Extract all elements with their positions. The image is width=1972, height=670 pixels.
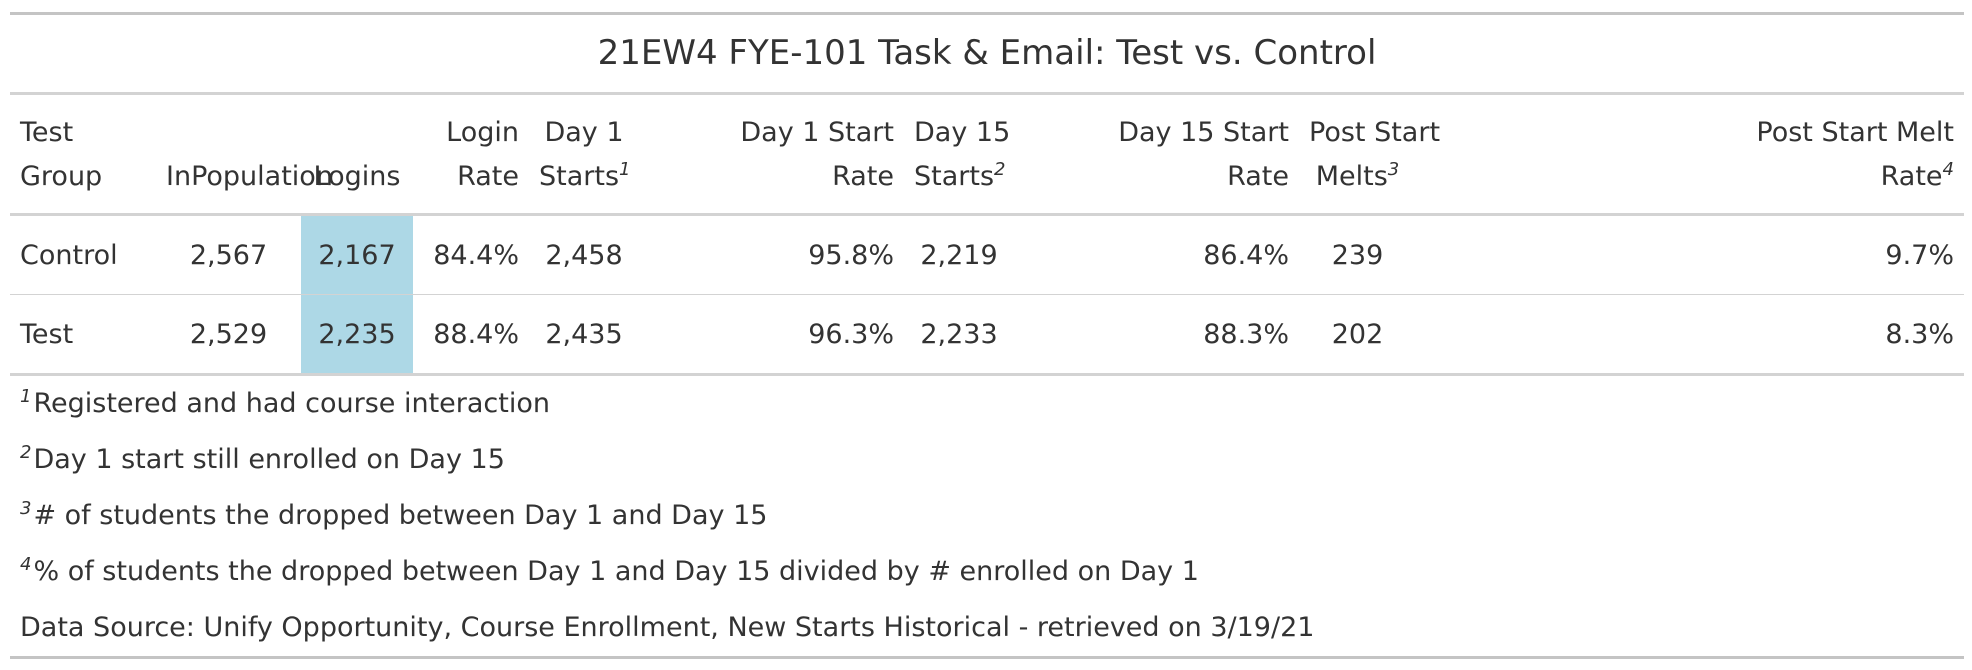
footnotes: 1Registered and had course interaction 2…	[10, 376, 1964, 656]
cell-day15-starts: 2,219	[904, 216, 1014, 295]
col-header-day1-starts: Day 1 Starts1	[539, 117, 631, 192]
cell-day1-start-rate: 95.8%	[639, 216, 904, 295]
col-header-post-start-melts: Post Start Melts3	[1309, 117, 1441, 192]
footnote-1: 1Registered and had course interaction	[20, 386, 550, 420]
col-header-day1-start-rate: Day 1 Start Rate	[740, 117, 894, 192]
cell-group: Control	[10, 216, 156, 295]
cell-login-rate: 88.4%	[433, 318, 519, 350]
cell-logins: 2,167	[301, 216, 413, 295]
col-header-day15-start-rate: Day 15 Start Rate	[1118, 117, 1289, 192]
cell-post-start-melts: 239	[1299, 216, 1416, 295]
footnote-mark: 1	[619, 159, 631, 180]
cell-login-rate: 84.4%	[413, 216, 529, 295]
table-row-test: Test 2,529 2,235 88.4% 2,435 96.3% 2,233…	[10, 294, 1964, 373]
footnote-2: 2Day 1 start still enrolled on Day 15	[20, 442, 505, 476]
table-title: 21EW4 FYE-101 Task & Email: Test vs. Con…	[597, 33, 1377, 73]
col-header-post-start-melt-rate: Post Start Melt Rate4	[1756, 117, 1954, 192]
footnote-3: 3# of students the dropped between Day 1…	[20, 498, 768, 532]
col-header-in-population: InPopulation	[166, 161, 333, 192]
col-header-test-group: Test Group	[20, 117, 103, 192]
data-table-body: Control 2,567 2,167 84.4% 2,458 95.8% 2,…	[10, 216, 1964, 373]
footnote-mark: 2	[994, 159, 1006, 180]
top-border	[10, 12, 1964, 15]
cell-group: Test	[20, 318, 74, 350]
footnote-mark: 3	[1387, 159, 1400, 180]
header-divider	[10, 213, 1964, 216]
footnote-mark: 4	[1942, 159, 1954, 180]
cell-post-start-melt-rate: 8.3%	[1885, 318, 1954, 350]
footnote-4: 4% of students the dropped between Day 1…	[20, 554, 1199, 588]
cell-in-population: 2,567	[156, 216, 301, 295]
table-row-control: Control 2,567 2,167 84.4% 2,458 95.8% 2,…	[10, 216, 1964, 295]
source-note: Data Source: Unify Opportunity, Course E…	[20, 612, 1315, 643]
cell-day1-starts: 2,435	[545, 318, 623, 350]
cell-day1-starts: 2,458	[529, 216, 639, 295]
cell-post-start-melt-rate: 9.7%	[1416, 216, 1964, 295]
col-header-login-rate: Login Rate	[446, 117, 519, 192]
cell-in-population: 2,529	[189, 318, 268, 350]
cell-day15-starts: 2,233	[920, 318, 998, 350]
cell-day15-start-rate: 86.4%	[1014, 216, 1299, 295]
cell-day1-start-rate: 96.3%	[808, 318, 894, 350]
summary-table: 21EW4 FYE-101 Task & Email: Test vs. Con…	[10, 12, 1964, 659]
cell-day15-start-rate: 88.3%	[1203, 318, 1289, 350]
col-header-day15-starts: Day 15 Starts2	[914, 117, 1011, 192]
bottom-border	[10, 656, 1964, 659]
cell-post-start-melts: 202	[1331, 318, 1384, 350]
data-table: Test Group InPopulation Logins Login Rat…	[10, 95, 1964, 213]
header-row: Test Group InPopulation Logins Login Rat…	[10, 95, 1964, 213]
col-header-logins: Logins	[313, 161, 401, 192]
body-divider	[10, 373, 1964, 376]
title-divider	[10, 92, 1964, 95]
cell-logins: 2,235	[301, 294, 413, 373]
